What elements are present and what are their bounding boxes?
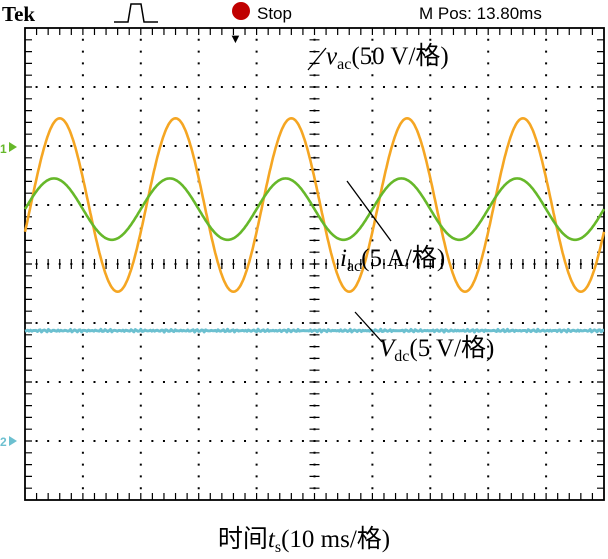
trace-iac [23,177,606,242]
series-unit-vdc: (5 V/格) [409,334,494,362]
center-axis-ticks [25,28,604,500]
series-sub-iac: ac [347,258,361,275]
leader-line-iac [346,180,392,242]
series-sub-vdc: dc [394,348,409,365]
series-label-iac: iac(5 A/格) [340,180,445,275]
x-axis-label-unit: (10 ms/格) [281,525,390,553]
leader-line-vdc [354,311,383,343]
series-var-vac: v [326,43,338,70]
x-axis-label: 时间ts(10 ms/格) [218,525,390,556]
svg-text:Vdc(5 V/格): Vdc(5 V/格) [379,334,494,365]
svg-text:vac(50 V/格): vac(50 V/格) [326,42,449,73]
series-unit-vac: (50 V/格) [351,42,448,70]
trigger-position-marker: ▼ [229,31,242,46]
trigger-pulse-icon [114,3,158,23]
series-label-vdc: Vdc(5 V/格) [354,311,494,365]
leader-line-vac [307,47,327,71]
x-axis-label-prefix: 时间 [218,525,268,553]
series-sub-vac: ac [337,56,351,73]
x-axis-label-sub: s [275,539,281,556]
plot-area [23,27,606,501]
series-var-vdc: V [379,335,397,362]
traces [23,117,606,334]
trace-vdc [24,327,605,334]
series-label-vac: vac(50 V/格) [307,42,449,73]
channel-1-marker-arrow-icon [9,142,17,152]
run-status: Stop [257,4,292,23]
svg-text:iac(5 A/格): iac(5 A/格) [340,244,445,275]
x-axis-label-var: t [268,526,276,553]
trace-vac [23,117,606,293]
channel-2-marker-arrow-icon [9,436,17,446]
horizontal-position-readout: M Pos: 13.80ms [419,4,542,23]
channel-1-marker: 1 [0,142,7,156]
graticule [25,28,604,500]
screen-frame [24,27,605,501]
brand-logo: Tek [2,2,35,26]
series-var-iac: i [340,245,347,272]
stop-indicator-icon [232,2,250,20]
channel-2-marker: 2 [0,435,7,449]
series-unit-iac: (5 A/格) [361,244,445,272]
